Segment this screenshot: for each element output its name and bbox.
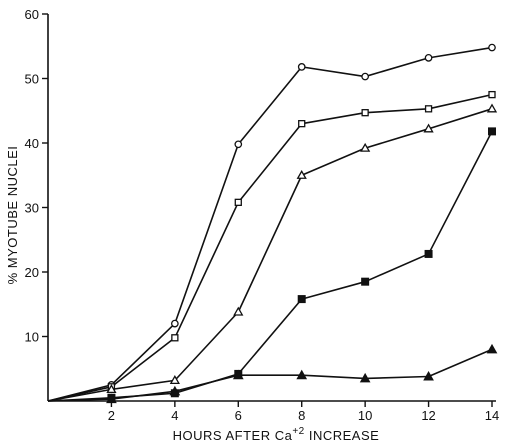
- series-line: [47, 131, 493, 402]
- filled-triangle-point: [232, 369, 244, 380]
- x-tick-label: 8: [298, 408, 305, 423]
- y-tick-label: 60: [25, 7, 39, 22]
- open-circle-point: [297, 63, 306, 71]
- open-triangle-point: [360, 142, 371, 152]
- open-triangle-point: [169, 375, 180, 385]
- x-axis-title-superscript: +2: [292, 426, 304, 437]
- series-line: [47, 348, 493, 402]
- axes: [47, 14, 496, 402]
- open-circle-point: [234, 140, 243, 149]
- open-square-point: [361, 109, 369, 117]
- series-line: [47, 93, 493, 402]
- open-triangle-point: [486, 103, 498, 113]
- open-square-point: [171, 334, 179, 342]
- filled-triangle-point: [296, 369, 308, 380]
- x-axis-title-main: HOURS AFTER Ca: [173, 428, 293, 443]
- open-circle-point: [488, 43, 496, 52]
- series-4: [47, 127, 496, 402]
- series-5: [47, 343, 498, 404]
- open-square-point: [298, 120, 306, 128]
- series-2: [47, 90, 496, 402]
- open-triangle-point: [106, 384, 117, 394]
- x-tick-label: 12: [421, 408, 435, 423]
- open-square-point: [424, 105, 433, 113]
- series-line: [47, 108, 493, 402]
- y-axis-title: % MYOTUBE NUCLEI: [5, 146, 20, 285]
- open-square-point: [234, 198, 242, 206]
- filled-triangle-point: [106, 393, 117, 404]
- filled-square-point: [361, 277, 370, 286]
- ticks: 10 20 30 40 50 60 2 4 6 8 10 12 14: [25, 7, 500, 423]
- open-triangle-point: [423, 123, 434, 133]
- x-tick-label: 6: [235, 408, 242, 423]
- filled-square-point: [488, 127, 496, 136]
- x-tick-label: 4: [171, 408, 178, 423]
- x-tick-label: 14: [485, 408, 499, 423]
- x-tick-label: 2: [108, 408, 115, 423]
- filled-square-point: [424, 249, 433, 258]
- filled-triangle-point: [486, 343, 498, 354]
- x-axis-title-suffix: INCREASE: [305, 428, 380, 443]
- series-3: [47, 103, 498, 402]
- filled-triangle-point: [423, 370, 434, 381]
- y-tick-label: 30: [25, 201, 39, 216]
- open-circle-point: [361, 72, 369, 81]
- open-circle-point: [424, 54, 433, 62]
- open-square-point: [488, 90, 496, 99]
- filled-triangle-point: [359, 372, 371, 383]
- x-tick-label: 10: [358, 408, 372, 423]
- x-axis-title: HOURS AFTER Ca+2 INCREASE: [173, 426, 380, 443]
- open-circle-point: [171, 319, 179, 328]
- filled-square-point: [297, 295, 306, 304]
- filled-triangle-point: [169, 385, 181, 396]
- y-tick-label: 10: [25, 330, 39, 345]
- series-group: [47, 43, 498, 404]
- y-tick-label: 20: [25, 265, 39, 280]
- y-tick-label: 40: [25, 136, 39, 151]
- y-tick-label: 50: [25, 72, 39, 87]
- open-triangle-point: [296, 169, 307, 179]
- open-triangle-point: [233, 306, 244, 316]
- series-1: [47, 43, 496, 402]
- series-line: [47, 46, 493, 402]
